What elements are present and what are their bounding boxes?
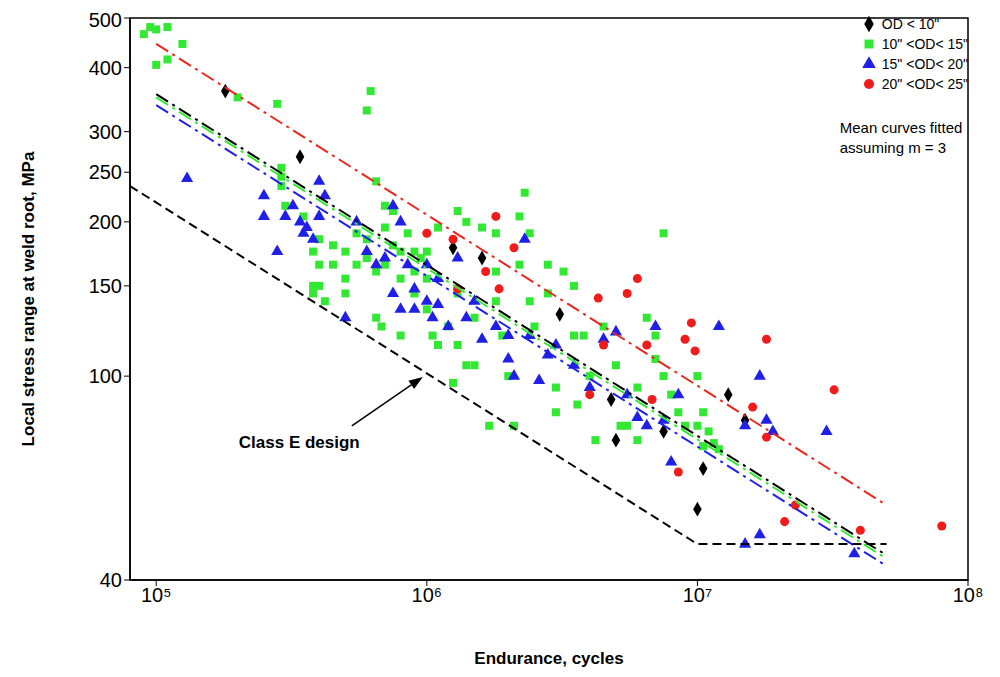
svg-text:10⁷: 10⁷ xyxy=(683,584,712,606)
svg-text:150: 150 xyxy=(89,275,122,297)
html-text:assuming m = 3: assuming m = 3 xyxy=(839,139,947,156)
svg-text:100: 100 xyxy=(89,365,122,387)
svg-text:Local stress range at weld roo: Local stress range at weld root, MPa xyxy=(19,151,38,446)
html-text:10" <OD< 15": 10" <OD< 15" xyxy=(881,36,968,52)
svg-text:40: 40 xyxy=(100,569,122,591)
html-text:15" <OD< 20": 15" <OD< 20" xyxy=(881,56,968,72)
html-text:OD < 10": OD < 10" xyxy=(881,16,940,32)
svg-text:Endurance, cycles: Endurance, cycles xyxy=(474,649,623,668)
html-text:Mean curves fitted: Mean curves fitted xyxy=(839,119,963,136)
svg-text:Class E design: Class E design xyxy=(239,433,360,452)
svg-text:10⁶: 10⁶ xyxy=(412,584,442,606)
svg-text:500: 500 xyxy=(89,9,122,31)
svg-text:200: 200 xyxy=(89,211,122,233)
svg-text:10⁸: 10⁸ xyxy=(953,584,984,606)
svg-text:300: 300 xyxy=(89,121,122,143)
html-text:20" <OD< 25": 20" <OD< 25" xyxy=(881,76,968,92)
svg-text:400: 400 xyxy=(89,57,122,79)
svg-text:10⁵: 10⁵ xyxy=(141,584,172,606)
svg-text:250: 250 xyxy=(89,161,122,183)
